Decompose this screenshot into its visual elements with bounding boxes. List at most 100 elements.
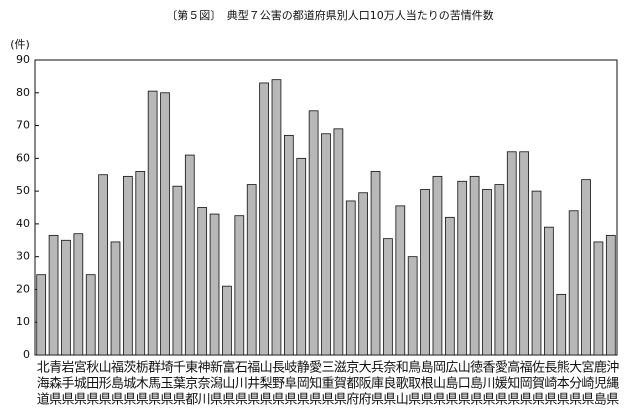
x-tick-label: 島根県 bbox=[418, 360, 434, 408]
bar bbox=[407, 256, 418, 356]
bar bbox=[519, 151, 529, 356]
bar bbox=[605, 234, 616, 356]
bar bbox=[48, 234, 59, 356]
x-tick-label: 栃木県 bbox=[133, 360, 149, 408]
bar bbox=[197, 207, 208, 356]
y-tick-label: 20 bbox=[16, 282, 30, 295]
bar bbox=[123, 175, 133, 356]
bar bbox=[296, 157, 307, 356]
x-tick-label: 熊本県 bbox=[554, 359, 570, 408]
bar bbox=[432, 175, 443, 356]
bar bbox=[147, 90, 158, 356]
y-tick-label: 10 bbox=[16, 315, 30, 328]
x-tick-label: 三重県 bbox=[319, 360, 335, 408]
bar bbox=[420, 189, 430, 356]
x-tick-label: 茨城県 bbox=[120, 360, 136, 408]
bar bbox=[172, 185, 183, 356]
x-tick-label: 香川県 bbox=[479, 360, 495, 408]
x-tick-label: 岩手県 bbox=[58, 360, 74, 408]
x-tick-label: 静岡県 bbox=[294, 360, 310, 408]
x-tick-label: 鹿児島 bbox=[591, 359, 607, 408]
x-tick-label: 青森県 bbox=[46, 360, 62, 408]
bar bbox=[395, 205, 406, 356]
y-tick-label: 40 bbox=[16, 217, 30, 230]
y-tick-label: 0 bbox=[23, 348, 30, 361]
bar bbox=[383, 238, 393, 356]
chart-title: 〔第５図〕 典型７公害の都道府県別人口10万人当たりの苦情件数 bbox=[166, 8, 494, 22]
bar bbox=[271, 79, 282, 356]
bar bbox=[506, 151, 517, 356]
x-tick-label: 群馬県 bbox=[145, 360, 161, 408]
y-tick-label: 30 bbox=[16, 250, 30, 263]
x-tick-label: 岡山県 bbox=[430, 360, 446, 408]
bar bbox=[531, 190, 542, 356]
x-tick-label: 新潟県 bbox=[207, 359, 223, 408]
bar bbox=[73, 233, 84, 356]
bar bbox=[482, 189, 492, 356]
x-tick-label: 宮崎県 bbox=[579, 359, 595, 408]
y-tick-label: 50 bbox=[16, 184, 30, 197]
x-tick-label: 石川県 bbox=[232, 360, 248, 408]
bar bbox=[308, 110, 319, 356]
bar bbox=[370, 171, 381, 356]
bar bbox=[544, 226, 554, 356]
x-tick-label: 愛知県 bbox=[306, 360, 322, 408]
x-tick-label: 福島県 bbox=[108, 360, 124, 408]
y-tick-label: 90 bbox=[16, 53, 30, 66]
y-tick-label: 80 bbox=[16, 86, 30, 99]
x-tick-label: 沖縄県 bbox=[603, 360, 619, 408]
x-tick-label: 大阪府 bbox=[356, 360, 372, 408]
y-tick-label: 70 bbox=[16, 119, 30, 132]
x-tick-label: 宮城県 bbox=[71, 359, 87, 408]
x-tick-label: 大分県 bbox=[566, 360, 582, 408]
bar bbox=[110, 241, 121, 356]
x-tick-label: 神奈川 bbox=[195, 360, 211, 408]
x-tick-label: 秋田県 bbox=[83, 360, 99, 408]
bar bbox=[556, 293, 567, 356]
bar bbox=[444, 216, 455, 356]
bar bbox=[581, 179, 591, 356]
bar bbox=[184, 154, 195, 356]
bar bbox=[234, 215, 245, 356]
x-tick-label: 和歌山 bbox=[393, 360, 409, 408]
bar bbox=[246, 184, 257, 356]
x-tick-label: 徳島県 bbox=[467, 360, 483, 408]
x-tick-label: 京都府 bbox=[343, 360, 359, 408]
x-tick-label: 東京都 bbox=[182, 359, 198, 408]
x-tick-label: 福岡県 bbox=[517, 360, 533, 408]
y-tick-label: 60 bbox=[16, 151, 30, 164]
bar bbox=[135, 171, 146, 356]
bar bbox=[469, 175, 480, 356]
bar bbox=[36, 274, 47, 356]
bar bbox=[568, 210, 579, 356]
x-tick-label: 富山県 bbox=[219, 359, 235, 408]
y-axis-label: (件) bbox=[10, 38, 30, 51]
bar bbox=[321, 133, 331, 356]
x-tick-label: 山形県 bbox=[96, 360, 112, 408]
x-tick-label: 山口県 bbox=[455, 360, 471, 408]
bar bbox=[593, 241, 604, 356]
x-tick-label: 兵庫県 bbox=[368, 360, 384, 408]
bar bbox=[85, 274, 96, 356]
x-tick-label: 岐阜県 bbox=[281, 360, 297, 408]
bar bbox=[259, 82, 269, 356]
x-tick-label: 長野県 bbox=[269, 360, 285, 408]
x-tick-label: 奈良県 bbox=[380, 360, 396, 408]
x-tick-label: 千葉県 bbox=[170, 360, 186, 408]
bar bbox=[61, 239, 71, 356]
bar bbox=[333, 128, 344, 356]
x-tick-label: 高知県 bbox=[504, 359, 520, 408]
bar bbox=[98, 174, 108, 356]
x-tick-label: 鳥取県 bbox=[405, 360, 421, 408]
x-tick-label: 滋賀県 bbox=[331, 360, 347, 408]
bar bbox=[283, 134, 294, 356]
x-tick-label: 埼玉県 bbox=[158, 360, 174, 408]
bar bbox=[358, 192, 369, 356]
x-tick-label: 長崎県 bbox=[541, 360, 557, 408]
x-tick-label: 広島県 bbox=[442, 360, 458, 408]
bar bbox=[222, 285, 232, 356]
x-tick-label: 山梨県 bbox=[257, 360, 273, 408]
bar bbox=[345, 200, 356, 356]
